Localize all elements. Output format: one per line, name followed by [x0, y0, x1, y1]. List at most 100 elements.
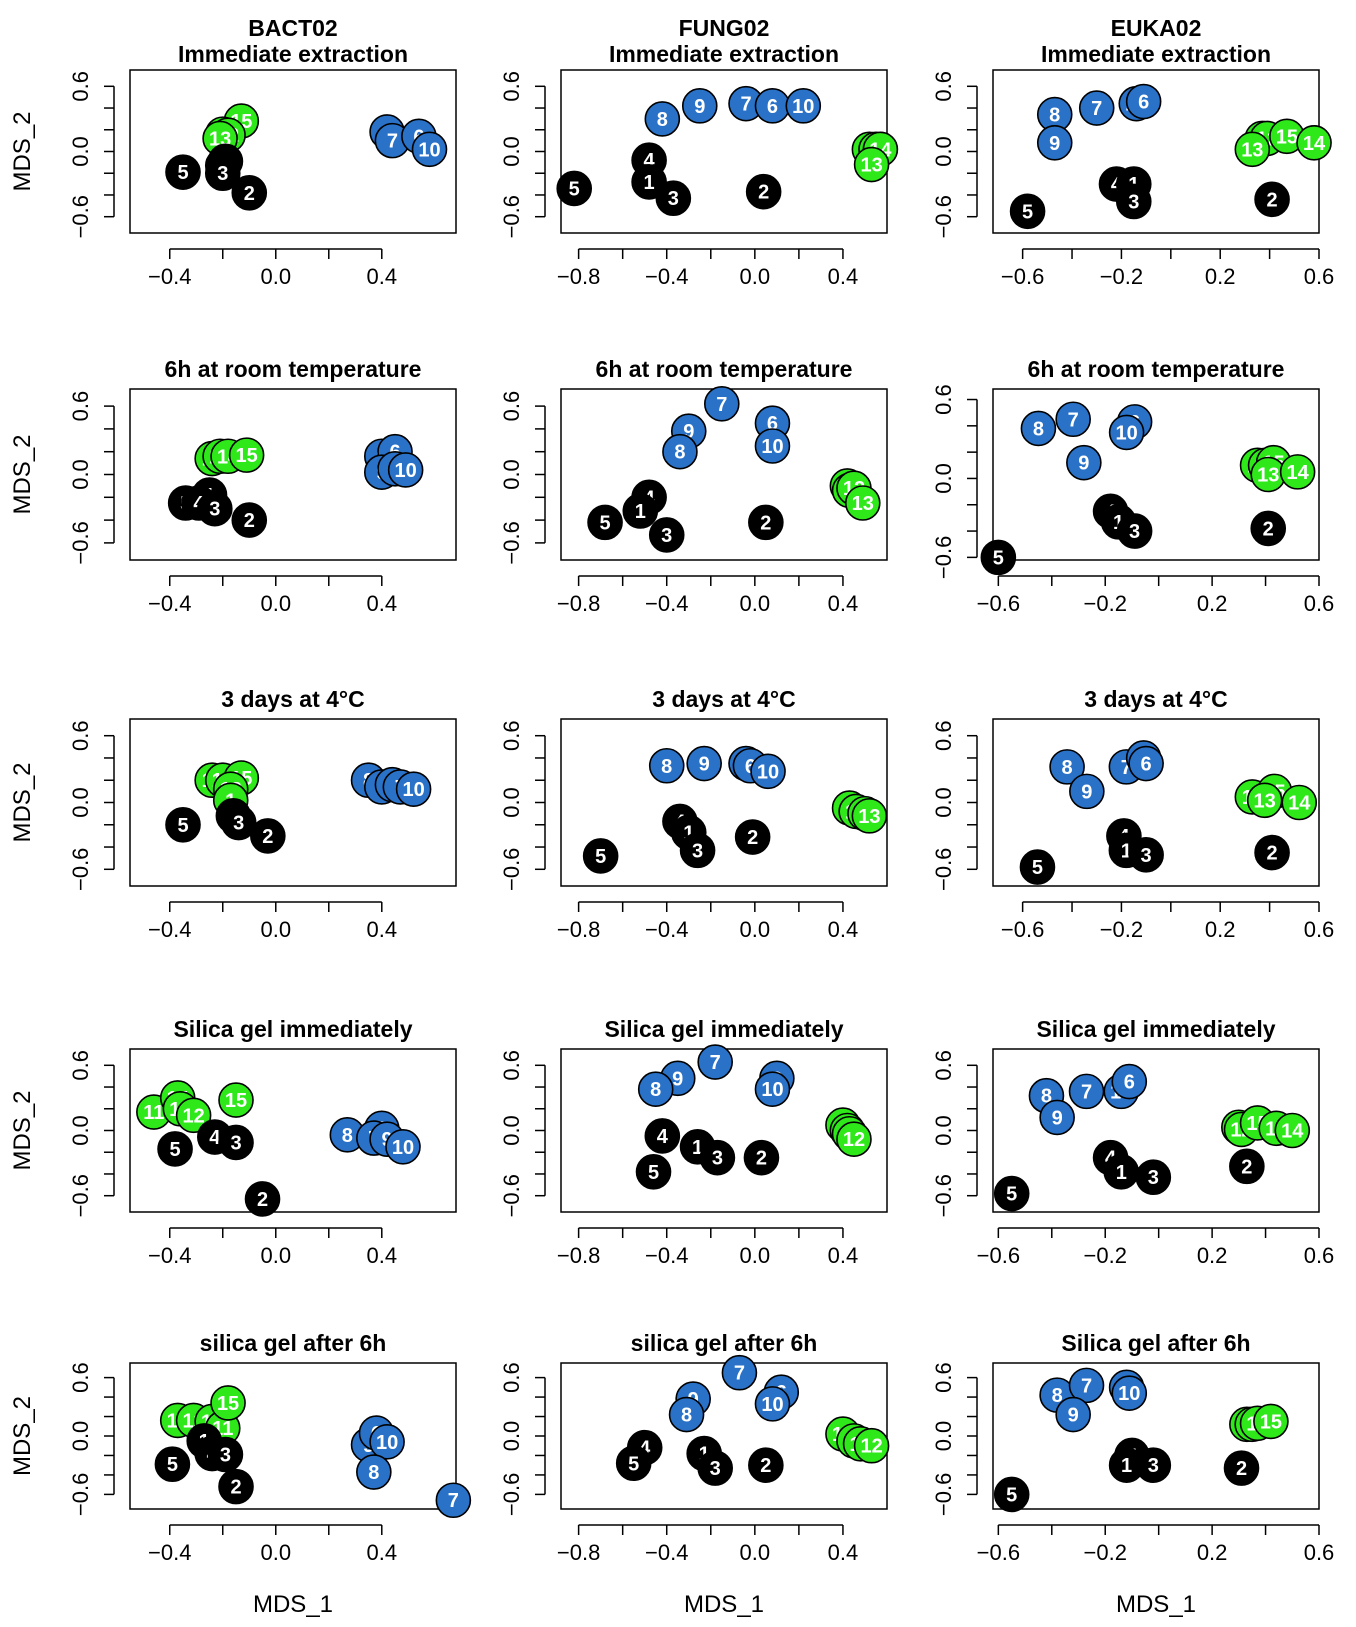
- point-label: 3: [1129, 521, 1140, 543]
- point-marker: [411, 131, 448, 168]
- x-tick-label: 0.4: [828, 1540, 859, 1565]
- y-tick-label: 0.6: [931, 720, 956, 751]
- data-point: 8: [637, 1071, 674, 1108]
- point-label: 9: [1052, 1107, 1063, 1129]
- point-label: 1: [692, 1137, 703, 1159]
- point-label: 5: [595, 846, 606, 868]
- data-point: 5: [165, 154, 201, 190]
- data-point: 13: [853, 146, 890, 183]
- point-marker: [836, 1121, 872, 1157]
- data-point: 2: [734, 819, 771, 855]
- y-tick-label: −0.6: [68, 848, 93, 891]
- point-label: 3: [1128, 191, 1139, 213]
- data-point: 12: [836, 1121, 872, 1157]
- point-label: 8: [657, 109, 668, 131]
- data-point: 5: [165, 806, 201, 843]
- plot-frame: [560, 69, 888, 234]
- point-label: 1: [1113, 512, 1124, 534]
- point-marker: [1111, 1375, 1148, 1411]
- point-label: 3: [209, 499, 220, 521]
- x-tick-label: 0.0: [260, 264, 291, 289]
- x-tick-label: 0.4: [366, 264, 397, 289]
- point-label: 5: [1032, 857, 1043, 879]
- point-label: 5: [569, 178, 580, 200]
- point-marker: [754, 428, 791, 464]
- plot-frame: [129, 69, 457, 234]
- data-point: 3: [1128, 837, 1164, 873]
- data-point: 14: [1279, 454, 1316, 490]
- point-marker: [993, 1476, 1030, 1513]
- y-tick-label: 0.0: [68, 1421, 93, 1452]
- panel-title: Silica gel immediately: [604, 1016, 843, 1042]
- x-tick-label: −0.6: [1001, 917, 1044, 942]
- point-marker: [748, 504, 784, 541]
- point-marker: [668, 1396, 705, 1433]
- point-label: 1: [644, 172, 655, 194]
- data-point: 13: [1234, 131, 1271, 168]
- y-tick-label: 0.0: [499, 459, 524, 490]
- x-tick-label: 0.2: [1205, 917, 1236, 942]
- y-tick-label: 0.6: [68, 391, 93, 422]
- x-tick-label: 0.4: [828, 917, 859, 942]
- point-label: 6: [1141, 754, 1152, 776]
- data-point: 10: [754, 1386, 791, 1422]
- point-label: 6: [1124, 1072, 1135, 1094]
- point-marker: [1279, 454, 1316, 490]
- data-point: 6: [754, 88, 791, 124]
- point-marker: [175, 1097, 212, 1134]
- y-tick-label: 0.0: [499, 136, 524, 167]
- point-marker: [697, 1044, 733, 1080]
- plot-frame: [129, 1362, 457, 1510]
- point-label: 14: [1288, 793, 1311, 815]
- mds-panel: Silica gel after 6h −0.6 −0.2 0.2 0.6 −0.6 0.0…: [931, 1330, 1334, 1618]
- point-label: 9: [699, 754, 710, 776]
- data-point: 10: [754, 428, 791, 464]
- panel-title: 6h at room temperature: [1028, 356, 1285, 382]
- plot-frame: [992, 1362, 1320, 1510]
- data-point: 7: [1078, 90, 1115, 126]
- point-marker: [615, 1445, 652, 1482]
- point-label: 15: [225, 1090, 247, 1112]
- point-label: 7: [1081, 1375, 1092, 1397]
- data-point: 8: [668, 1396, 705, 1433]
- point-label: 5: [599, 512, 610, 534]
- x-axis-label: MDS_1: [1116, 1591, 1196, 1618]
- y-tick-label: 0.0: [931, 463, 956, 494]
- x-tick-label: 0.4: [366, 917, 397, 942]
- point-label: 8: [650, 1079, 661, 1101]
- y-tick-label: 0.6: [499, 720, 524, 751]
- mds-panel: silica gel after 6h −0.8 −0.4 0.0 0.4 −0.6 0.0…: [499, 1330, 890, 1618]
- y-tick-label: 0.0: [499, 787, 524, 818]
- point-label: 7: [1121, 757, 1132, 779]
- y-tick-label: −0.6: [499, 521, 524, 564]
- y-axis-label: MDS_2: [9, 434, 36, 514]
- point-label: 6: [767, 413, 778, 435]
- data-point: 2: [1254, 834, 1290, 871]
- data-point: 5: [993, 1175, 1030, 1212]
- data-point: 2: [231, 502, 268, 538]
- x-tick-label: 0.4: [828, 264, 859, 289]
- point-label: 15: [217, 1393, 239, 1415]
- point-label: 3: [220, 1444, 231, 1466]
- x-tick-label: 0.2: [1197, 591, 1228, 616]
- point-label: 2: [257, 1189, 268, 1211]
- point-label: 5: [1022, 201, 1033, 223]
- point-label: 3: [668, 188, 679, 210]
- point-label: 13: [858, 806, 880, 828]
- point-label: 7: [740, 94, 751, 116]
- point-label: 2: [1236, 1458, 1247, 1480]
- point-marker: [1296, 125, 1332, 161]
- point-label: 1: [1121, 1455, 1132, 1477]
- data-point: 3: [220, 804, 257, 841]
- point-label: 3: [710, 1458, 721, 1480]
- panel-title: Silica gel immediately: [173, 1016, 412, 1042]
- x-tick-label: −0.6: [1001, 264, 1044, 289]
- point-label: 7: [448, 1490, 459, 1512]
- x-tick-label: −0.2: [1084, 1243, 1127, 1268]
- point-label: 10: [761, 1394, 783, 1416]
- x-tick-label: 0.6: [1304, 1243, 1335, 1268]
- data-point: 5: [1009, 193, 1046, 230]
- point-marker: [154, 1446, 191, 1483]
- point-label: 2: [756, 1148, 767, 1170]
